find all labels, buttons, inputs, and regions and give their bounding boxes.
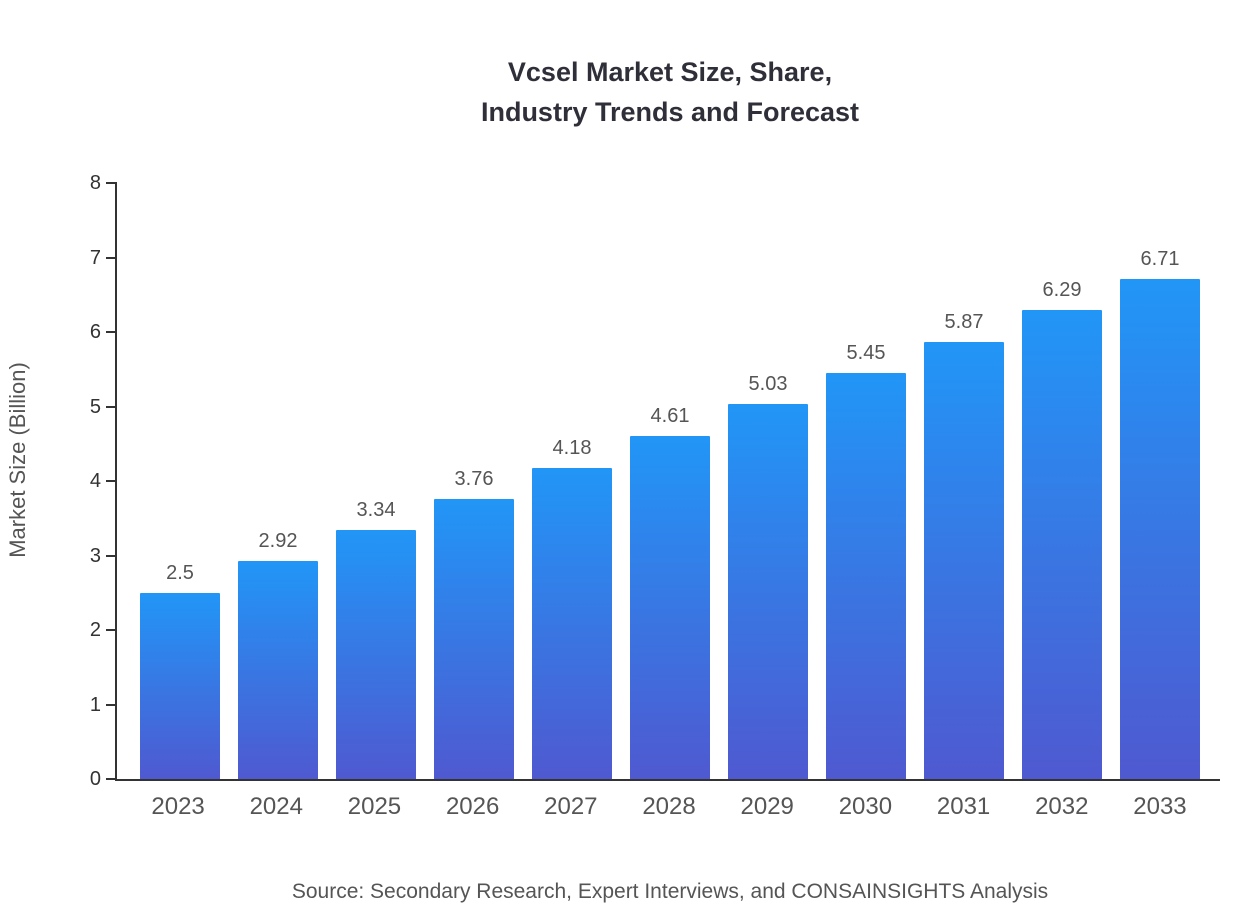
bar: [826, 372, 906, 779]
bar-group: 3.76: [434, 183, 514, 779]
y-tick-label: 6: [89, 321, 101, 343]
y-tick-label: 3: [89, 544, 101, 567]
bar-value-label: 5.87: [944, 310, 984, 333]
bar: [1022, 310, 1102, 779]
x-axis-label: 2025: [347, 793, 402, 820]
x-axis-label: 2026: [445, 793, 500, 820]
bar-group: 4.18: [532, 183, 612, 779]
bar: [728, 404, 808, 779]
bar-value-label: 4.18: [552, 436, 592, 459]
plot-area: 2.5 2.92 3.34 3.76 4.18 4.61 5.03 5.45 5.87 6.29 6…: [90, 173, 1220, 789]
bar-value-label: 6.29: [1042, 279, 1082, 302]
chart-title-line1: Vcsel Market Size, Share,: [507, 57, 833, 87]
bar-value-label: 2.92: [258, 530, 298, 553]
x-axis-label: 2030: [838, 793, 893, 820]
bar-group: 2.92: [238, 183, 318, 779]
y-tick-mark: [106, 331, 117, 333]
chart-title: Vcsel Market Size, Share, Industry Trend…: [120, 52, 1220, 132]
source-note: Source: Secondary Research, Expert Inter…: [291, 880, 1049, 903]
y-tick-label: 4: [89, 470, 101, 492]
y-tick-label: 0: [89, 768, 101, 790]
bar-value-label: 2.5: [166, 561, 194, 584]
bar: [140, 592, 220, 779]
bar: [630, 435, 710, 779]
bar: [238, 561, 318, 779]
bar: [1120, 279, 1200, 779]
y-tick-label: 2: [89, 619, 101, 641]
y-tick-mark: [106, 256, 117, 259]
x-axis-label: 2033: [1133, 793, 1187, 820]
bars: 2.5 2.92 3.34 3.76 4.18 4.61 5.03 5.45 5.87 6.29 6…: [117, 183, 1220, 779]
y-tick-label: 5: [89, 395, 101, 418]
y-tick-mark: [106, 554, 117, 557]
bar: [924, 341, 1004, 779]
bar-group: 5.87: [924, 183, 1004, 779]
y-tick-label: 1: [89, 693, 101, 716]
x-axis-label: 2029: [740, 793, 794, 820]
y-tick-mark: [106, 480, 117, 482]
bar-group: 5.45: [826, 183, 906, 779]
x-axis-label: 2032: [1035, 793, 1089, 820]
y-tick-label: 8: [89, 172, 101, 194]
y-tick-mark: [106, 182, 117, 184]
y-tick-label: 7: [89, 246, 101, 269]
bar-group: 6.29: [1022, 183, 1102, 779]
x-axis-label: 2031: [936, 793, 991, 820]
bar-group: 3.34: [336, 183, 416, 779]
bar-value-label: 5.45: [846, 341, 886, 364]
chart-title-line2: Industry Trends and Forecast: [480, 97, 860, 127]
y-tick-mark: [106, 405, 117, 408]
x-axis-label: 2023: [151, 793, 205, 820]
x-axis-label: 2024: [249, 793, 303, 820]
bar-group: 2.5: [140, 183, 220, 779]
x-axis-label: 2027: [544, 793, 598, 820]
x-axis-labels: 2023 2024 2025 2026 2027 2028 2029 2030 2031 2032…: [115, 793, 1220, 821]
bar: [336, 530, 416, 779]
bar-value-label: 3.34: [356, 499, 396, 522]
bar-group: 4.61: [630, 183, 710, 779]
x-axis-label: 2028: [642, 793, 696, 820]
bar-value-label: 6.71: [1140, 248, 1180, 271]
y-axis-title: Market Size (Billion): [5, 362, 30, 558]
bar-group: 5.03: [728, 183, 808, 779]
bar: [434, 498, 514, 779]
y-tick-mark: [106, 629, 117, 631]
bar-value-label: 3.76: [454, 467, 494, 490]
bar: [532, 467, 612, 779]
bar-group: 6.71: [1120, 183, 1200, 779]
bar-value-label: 5.03: [748, 373, 788, 396]
bar-value-label: 4.61: [650, 404, 690, 427]
y-tick-mark: [106, 778, 117, 780]
y-tick-mark: [106, 703, 117, 706]
